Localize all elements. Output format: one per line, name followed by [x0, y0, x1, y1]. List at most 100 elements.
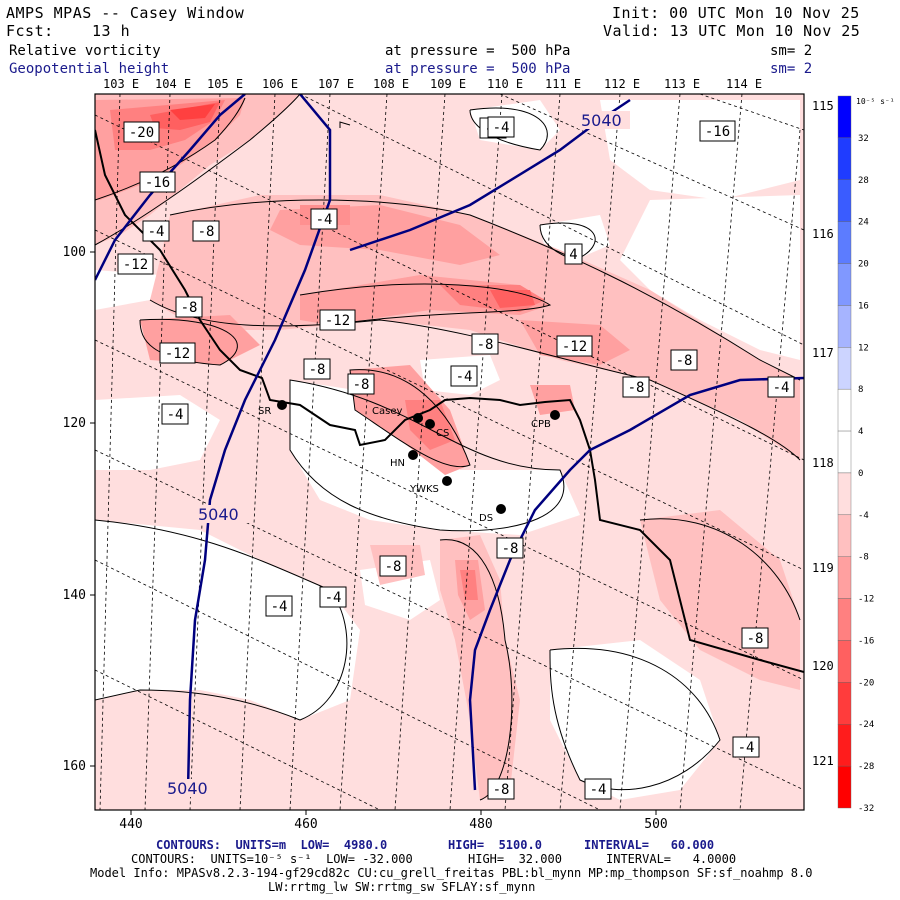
height-contour-interval: INTERVAL= 60.000 — [584, 838, 715, 852]
lon-label-top: 108 E — [373, 77, 410, 91]
lon-label-top: 111 E — [545, 77, 582, 91]
vorticity-label-box — [487, 778, 515, 800]
vorticity-label-box — [139, 171, 176, 193]
vorticity-label: -4 — [167, 407, 184, 423]
vorticity-label-box — [175, 296, 203, 318]
vorticity-label: -4 — [493, 120, 510, 136]
height-label-bg — [165, 779, 217, 797]
colorbar-swatch — [837, 388, 852, 432]
vorticity-label-box — [622, 376, 650, 398]
height-label-bg — [578, 111, 630, 129]
colorbar-swatch — [837, 179, 852, 222]
colorbar-swatch — [837, 765, 852, 809]
vorticity-label: 4 — [569, 247, 577, 263]
vorticity-label: -8 — [676, 353, 693, 369]
colorbar-unit: 10⁻⁵ s⁻¹ — [856, 97, 895, 106]
station-label: CPB — [531, 419, 551, 430]
lon-label-top: 112 E — [604, 77, 641, 91]
vorticity-label: -4 — [148, 224, 165, 240]
vorticity-label-box — [319, 586, 347, 608]
forecast-hour: 13 h — [92, 22, 131, 40]
field2-smoothing: sm= 2 — [770, 61, 813, 77]
lon-label-top: 110 E — [487, 77, 524, 91]
station-label: Casey — [372, 406, 402, 417]
vorticity-contour-info: CONTOURS: UNITS=10⁻⁵ s⁻¹ LOW= -32.000 — [131, 852, 413, 866]
y-axis-ticks — [90, 251, 95, 767]
vorticity-label: -12 — [123, 257, 148, 273]
colorbar-level-label: 16 — [858, 301, 869, 311]
height-label: 5040 — [581, 111, 622, 130]
field2-name: Geopotential height — [9, 61, 170, 77]
colorbar-swatch — [837, 137, 852, 180]
lon-label-top: 106 E — [262, 77, 299, 91]
forecast-label: Fcst: — [6, 22, 54, 40]
station-marker — [408, 450, 418, 460]
vorticity-label: -16 — [705, 124, 730, 140]
height-label: 5040 — [167, 779, 208, 798]
vorticity-label-box — [319, 309, 356, 331]
vorticity-label-box — [487, 116, 515, 138]
colorbar-swatch — [837, 430, 852, 474]
height-labels: 5040 5040 5040 — [165, 111, 630, 798]
x-tick-label: 460 — [294, 817, 317, 832]
colorbar-swatch — [837, 724, 852, 767]
y-tick-label: 120 — [63, 416, 86, 431]
vorticity-label: -16 — [145, 175, 170, 191]
colorbar-level-label: 8 — [858, 385, 863, 395]
colorbar-level-label: -24 — [858, 720, 874, 730]
vorticity-label: -8 — [502, 541, 519, 557]
vorticity-label: -4 — [456, 369, 473, 385]
y-tick-label: 160 — [63, 759, 86, 774]
vorticity-label-box — [699, 120, 736, 142]
station-label: CS — [436, 428, 449, 439]
vorticity-label: -4 — [590, 782, 607, 798]
colorbar-swatch — [837, 221, 852, 264]
colorbar-level-label: -16 — [858, 636, 874, 646]
vorticity-labels: -20-16-4-8-124-4-16-4-8-12-12-8-8-12-8-4… — [117, 116, 795, 800]
field1-name: Relative vorticity — [9, 43, 161, 59]
coastline — [95, 129, 804, 673]
vorticity-label: -12 — [165, 346, 190, 362]
x-tick-label: 440 — [119, 817, 142, 832]
vorticity-label-box — [192, 220, 220, 242]
init-time: Init: 00 UTC Mon 10 Nov 25 — [612, 4, 860, 22]
wind-barb-icon — [339, 121, 351, 128]
station-marker — [413, 413, 423, 423]
vorticity-label-box — [347, 373, 375, 395]
vorticity-label: -8 — [747, 631, 764, 647]
vorticity-label-box — [670, 349, 698, 371]
vorticity-label-box — [310, 208, 338, 230]
vorticity-label-box — [732, 736, 760, 758]
vorticity-label: -8 — [385, 559, 402, 575]
vorticity-label: -12 — [562, 339, 587, 355]
station-marker — [425, 419, 435, 429]
plot-title: AMPS MPAS -- Casey Window — [6, 4, 245, 22]
vorticity-label-box — [142, 220, 170, 242]
vorticity-label: -20 — [129, 125, 154, 141]
vorticity-label-box — [303, 358, 331, 380]
vorticity-label-box — [265, 595, 293, 617]
field2-level: at pressure = 500 hPa — [385, 61, 571, 77]
station-marker — [277, 400, 287, 410]
height-contour-high: HIGH= 5100.0 — [448, 838, 542, 852]
vorticity-label-box — [584, 778, 612, 800]
lon-label-top: 109 E — [430, 77, 467, 91]
station-marker — [496, 504, 506, 514]
vorticity-label-box — [123, 121, 160, 143]
lon-label-top: 113 E — [664, 77, 701, 91]
vorticity-label-box — [564, 243, 583, 265]
colorbar-swatch — [837, 598, 852, 641]
x-axis-ticks — [130, 810, 657, 815]
valid-time: Valid: 13 UTC Mon 10 Nov 25 — [603, 22, 861, 40]
x-tick-label: 480 — [469, 817, 492, 832]
vorticity-label-box — [471, 333, 499, 355]
colorbar-level-label: -4 — [858, 511, 869, 521]
colorbar-level-label: -20 — [858, 678, 874, 688]
station-marker — [442, 476, 452, 486]
vorticity-label: -8 — [493, 782, 510, 798]
vorticity-label: -8 — [628, 380, 645, 396]
vorticity-fill-layer — [95, 94, 804, 810]
colorbar-level-label: -32 — [858, 804, 874, 814]
station-label: YWKS — [409, 484, 439, 495]
